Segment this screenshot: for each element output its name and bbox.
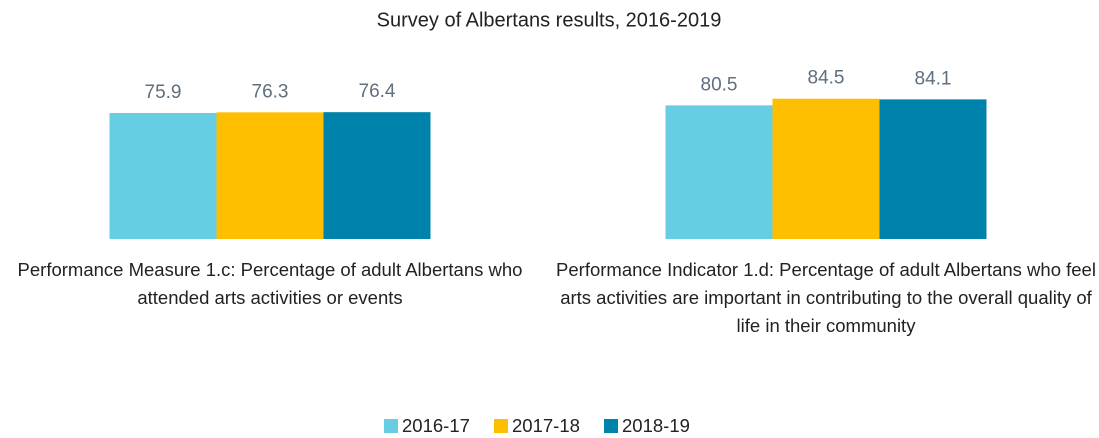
value-label: 75.9 (145, 82, 182, 103)
legend-swatch (384, 419, 398, 433)
legend-label: 2017-18 (512, 415, 580, 436)
legend-swatch (494, 419, 508, 433)
bar (109, 113, 217, 239)
legend-label: 2018-19 (622, 415, 690, 436)
chart-title: Survey of Albertans results, 2016-2019 (377, 9, 722, 31)
value-label: 84.5 (808, 68, 845, 89)
value-label: 84.1 (915, 68, 952, 89)
bar (772, 98, 880, 239)
value-label: 80.5 (701, 74, 738, 95)
value-label: 76.3 (252, 81, 289, 102)
legend-swatch (604, 419, 618, 433)
bar (323, 112, 431, 239)
bar (879, 99, 987, 239)
bar (665, 105, 773, 240)
value-label: 76.4 (359, 81, 396, 102)
legend-label: 2016-17 (402, 415, 470, 436)
category-label: Performance Indicator 1.d: Percentage of… (556, 259, 1096, 336)
bar (216, 112, 324, 239)
category-label: Performance Measure 1.c: Percentage of a… (17, 259, 523, 308)
